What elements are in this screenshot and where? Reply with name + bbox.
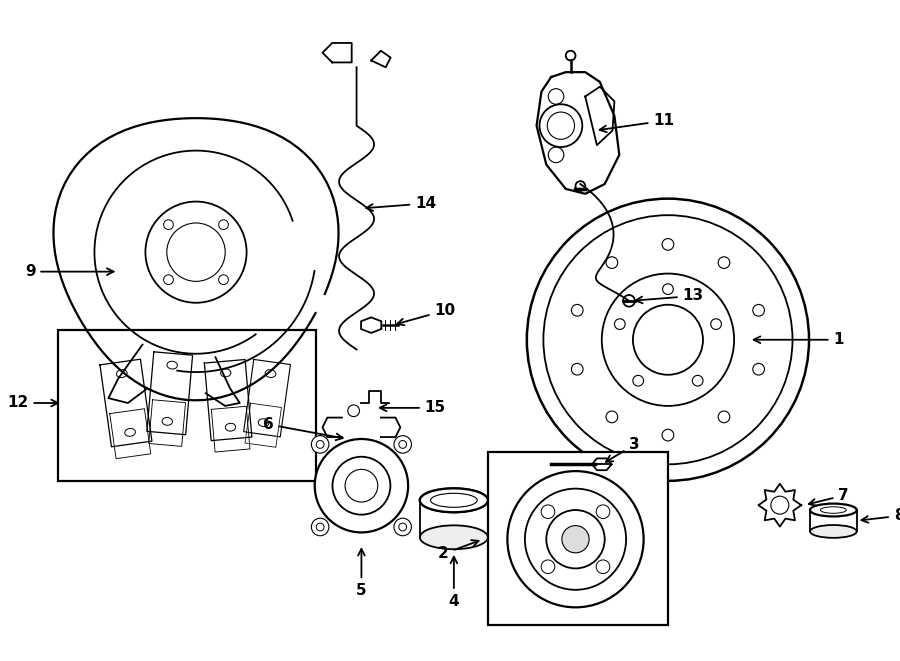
Circle shape [394,518,411,536]
Circle shape [332,457,391,515]
Circle shape [311,436,328,453]
Text: 10: 10 [397,303,455,325]
Text: 9: 9 [25,264,113,279]
Ellipse shape [810,525,857,538]
Circle shape [315,439,408,532]
Text: 4: 4 [448,557,459,609]
Circle shape [311,518,328,536]
Circle shape [525,488,626,590]
Circle shape [623,295,634,307]
Ellipse shape [419,488,488,512]
Bar [58,330,316,481]
Bar [488,451,668,625]
Text: 1: 1 [753,332,844,347]
Text: 7: 7 [809,488,849,506]
Circle shape [566,51,575,60]
Circle shape [508,471,644,607]
Ellipse shape [419,525,488,549]
Text: 12: 12 [7,395,58,410]
Text: 5: 5 [356,549,366,598]
Text: 13: 13 [635,288,704,303]
Ellipse shape [810,504,857,516]
Ellipse shape [419,488,488,512]
Text: 14: 14 [366,196,436,211]
Circle shape [575,181,585,191]
Ellipse shape [430,493,477,507]
Text: 15: 15 [380,401,446,415]
Ellipse shape [430,493,477,507]
Text: 3: 3 [606,438,640,462]
Circle shape [562,525,590,553]
Text: 8: 8 [861,508,900,524]
Circle shape [394,436,411,453]
Text: 2: 2 [438,540,479,561]
Text: 11: 11 [599,113,674,132]
Text: 6: 6 [263,417,343,440]
